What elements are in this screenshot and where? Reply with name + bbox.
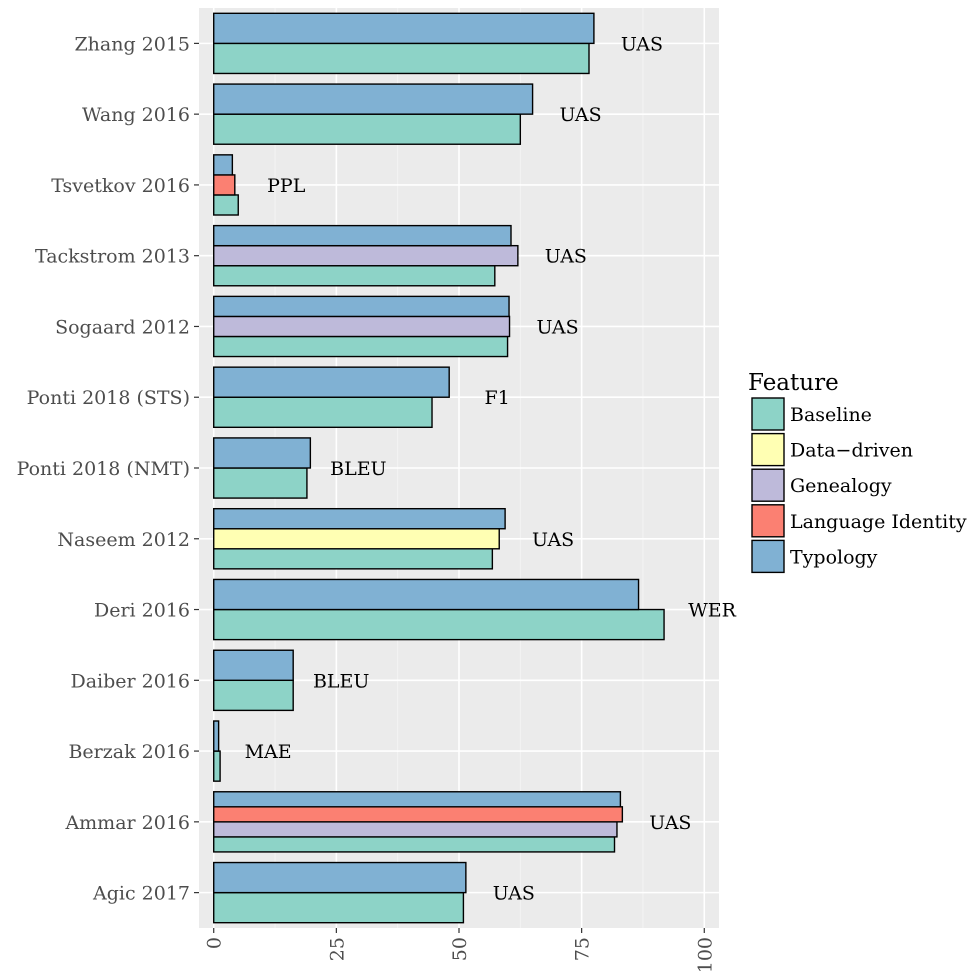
bar-tackstrom-2013-genealogy [213, 244, 519, 267]
bar-daiber-2016-typology [213, 649, 294, 682]
metric-label: UAS [545, 246, 587, 268]
bar-tackstrom-2013-typology [213, 224, 512, 247]
bar-daiber-2016-baseline [213, 679, 294, 712]
metric-label: MAE [245, 741, 292, 763]
bar-ponti-2018-nmt-typology [213, 437, 312, 469]
y-tick-label: Sogaard 2012 [55, 316, 190, 338]
bar-naseem-2012-baseline [213, 548, 494, 570]
metric-label: UAS [649, 812, 691, 834]
metric-label: UAS [532, 529, 574, 551]
metric-label: UAS [559, 104, 601, 126]
bar-tsvetkov-2016-language-identity [213, 174, 236, 196]
bar-zhang-2015-typology [213, 12, 595, 45]
bar-tsvetkov-2016-typology [213, 154, 234, 176]
y-tick-label: Ammar 2016 [64, 812, 190, 834]
x-tick-label: 0 [204, 937, 226, 949]
y-tick-label: Deri 2016 [94, 600, 190, 622]
bar-ammar-2016-genealogy [213, 821, 618, 838]
bar-ammar-2016-typology [213, 791, 622, 808]
bar-wang-2016-typology [213, 83, 534, 115]
metric-label: PPL [267, 175, 306, 197]
legend-key-baseline [751, 397, 785, 431]
bar-ammar-2016-language-identity [213, 806, 624, 823]
metric-label: UAS [621, 33, 663, 55]
metric-label: UAS [493, 883, 535, 905]
bar-zhang-2015-baseline [213, 42, 590, 75]
y-tick-label: Zhang 2015 [74, 33, 190, 55]
y-tick-label: Naseem 2012 [57, 529, 190, 551]
y-tick-label: Daiber 2016 [70, 670, 190, 692]
legend-label-baseline: Baseline [790, 404, 872, 426]
bar-berzak-2016-typology [213, 720, 220, 752]
x-tick-label: 50 [449, 937, 471, 961]
legend-key-data-driven [751, 432, 785, 467]
legend-key-genealogy [751, 468, 785, 502]
y-tick-label: Wang 2016 [82, 104, 190, 126]
legend: Feature Baseline Data−driven Genealogy Lang… [748, 370, 967, 574]
legend-key-language-identity [751, 504, 785, 538]
y-tick-label: Tackstrom 2013 [35, 246, 190, 268]
bar-sogaard-2012-baseline [213, 335, 509, 358]
bar-berzak-2016-baseline [213, 750, 221, 782]
x-tick-label: 100 [694, 937, 716, 973]
bar-deri-2016-typology [213, 578, 640, 611]
bar-ponti-2018-nmt-baseline [213, 467, 308, 499]
legend-label-typology: Typology [790, 546, 878, 568]
x-tick-label: 25 [326, 937, 348, 961]
metric-label: BLEU [313, 670, 369, 692]
bar-naseem-2012-data-driven [213, 528, 500, 550]
metric-label: WER [688, 600, 736, 622]
bar-agic-2017-typology [213, 861, 467, 894]
legend-title: Feature [748, 370, 839, 396]
y-tick-label: Tsvetkov 2016 [51, 175, 190, 197]
bar-ponti-2018-sts-baseline [213, 396, 433, 429]
bar-tsvetkov-2016-baseline [213, 194, 239, 216]
bar-wang-2016-baseline [213, 113, 522, 145]
y-tick-label: Ponti 2018 (STS) [27, 387, 190, 409]
legend-label-data-driven: Data−driven [790, 440, 913, 462]
metric-label: UAS [536, 316, 578, 338]
legend-label-language-identity: Language Identity [790, 511, 967, 533]
y-tick-label: Agic 2017 [92, 883, 190, 905]
metric-labels: UAS UAS PPL UAS UAS F1 BLEU UAS WER BLEU MAE UAS UAS [245, 33, 737, 904]
bar-sogaard-2012-typology [213, 295, 510, 318]
legend-label-genealogy: Genealogy [790, 475, 892, 497]
bar-agic-2017-baseline [213, 891, 465, 924]
bars [213, 12, 665, 924]
y-tick-label: Berzak 2016 [68, 741, 190, 763]
bar-naseem-2012-typology [213, 507, 506, 530]
y-axis: Zhang 2015 Wang 2016 Tsvetkov 2016 Tackstro… [17, 33, 199, 905]
legend-key-typology [751, 539, 785, 574]
bar-ponti-2018-sts-typology [213, 366, 450, 398]
bar-tackstrom-2013-baseline [213, 265, 496, 287]
metric-label: F1 [485, 387, 510, 409]
bar-deri-2016-baseline [213, 608, 665, 641]
bar-sogaard-2012-genealogy [213, 315, 511, 338]
x-tick-label: 75 [572, 937, 594, 961]
metric-label: BLEU [330, 458, 386, 480]
bar-ammar-2016-baseline [213, 836, 616, 853]
y-tick-label: Ponti 2018 (NMT) [17, 458, 190, 480]
x-axis: 0 25 50 75 100 [204, 928, 716, 973]
